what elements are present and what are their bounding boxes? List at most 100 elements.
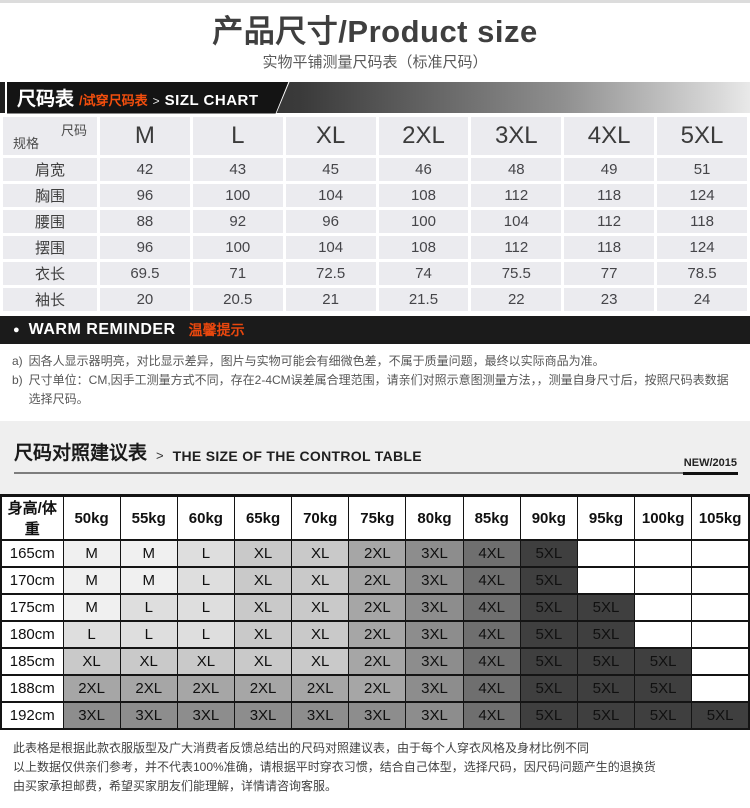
height-label: 188cm <box>0 674 64 703</box>
recommended-size-cell: 5XL <box>691 701 750 730</box>
recommended-size-cell: XL <box>119 647 178 676</box>
measurement-label: 摆围 <box>3 236 97 259</box>
recommended-size-cell: 3XL <box>233 701 293 730</box>
recommended-size-cell: XL <box>233 647 293 676</box>
match-table-row: 188cm 2XL 2XL 2XL 2XL 2XL 2XL 3XL 4XL 5XL 5XL 5XL <box>0 674 750 703</box>
recommended-size-cell: XL <box>233 566 293 595</box>
note-text: 因各人显示器明亮，对比显示差异，图片与实物可能会有细微色差，不属于质量问题，最终… <box>28 354 605 368</box>
measurement-value: 108 <box>378 236 469 259</box>
page-title: 产品尺寸/Product size <box>212 14 538 49</box>
size-table-header-row: 尺码 规格 M L XL 2XL 3XL 4XL 5XL <box>3 117 747 155</box>
measurement-value: 104 <box>285 236 376 259</box>
measurement-label: 衣长 <box>3 262 97 285</box>
weight-column-header: 90kg <box>519 494 578 541</box>
weight-column-header: 55kg <box>119 494 178 541</box>
height-label: 165cm <box>0 539 64 568</box>
recommended-size-cell: 2XL <box>348 620 407 649</box>
measurement-value: 22 <box>471 288 562 311</box>
recommended-size-cell: 2XL <box>62 674 121 703</box>
match-table-row: 170cm M M L XL XL 2XL 3XL 4XL 5XL <box>0 566 750 595</box>
recommended-size-cell: XL <box>291 620 350 649</box>
note-marker: b) <box>12 373 23 387</box>
measurement-value: 112 <box>471 184 562 207</box>
size-table-row: 摆围 96 100 104 108 112 118 124 <box>3 236 747 259</box>
recommended-size-cell: 3XL <box>348 701 407 730</box>
weight-column-header: 80kg <box>405 494 464 541</box>
size-chart-ribbon: 尺码表 /试穿尺码表 > SIZL CHART <box>0 82 750 113</box>
recommended-size-cell: 2XL <box>348 566 407 595</box>
measurement-value: 100 <box>192 184 283 207</box>
size-table-row: 袖长 20 20.5 21 21.5 22 23 24 <box>3 288 747 311</box>
recommended-size-cell: 5XL <box>576 674 636 703</box>
measurement-value: 71 <box>192 262 283 285</box>
size-column-header: 3XL <box>471 117 562 155</box>
measurement-value: 45 <box>285 158 376 181</box>
recommended-size-cell: 2XL <box>119 674 178 703</box>
measurement-value: 108 <box>378 184 469 207</box>
recommended-size-cell: 5XL <box>576 620 636 649</box>
bullet-icon: ● <box>13 324 20 336</box>
measurement-value: 124 <box>657 184 747 207</box>
recommended-size-cell: 2XL <box>348 593 407 622</box>
measurement-value: 92 <box>192 210 283 233</box>
recommended-size-cell: M <box>119 539 178 568</box>
recommended-size-cell: L <box>176 593 235 622</box>
measurement-value: 24 <box>657 288 747 311</box>
warm-reminder-bar: ● WARM REMINDER 温馨提示 <box>0 316 750 344</box>
recommended-size-cell: XL <box>233 620 293 649</box>
reminder-note: a) 因各人显示器明亮，对比显示差异，图片与实物可能会有细微色差，不属于质量问题，… <box>12 352 738 371</box>
match-table-row: 165cm M M L XL XL 2XL 3XL 4XL 5XL <box>0 539 750 568</box>
weight-column-header: 100kg <box>634 494 693 541</box>
measurement-value: 112 <box>564 210 655 233</box>
measurement-value: 21 <box>285 288 376 311</box>
recommended-size-cell: 5XL <box>519 647 578 676</box>
recommended-size-cell: M <box>62 539 121 568</box>
measurement-value: 118 <box>564 236 655 259</box>
measurement-value: 104 <box>285 184 376 207</box>
match-table-row: 175cm M L L XL XL 2XL 3XL 4XL 5XL 5XL <box>0 593 750 622</box>
recommended-size-cell: L <box>62 620 121 649</box>
measurement-value: 112 <box>471 236 562 259</box>
recommended-size-cell: 3XL <box>176 701 235 730</box>
recommended-size-cell: 5XL <box>519 701 578 730</box>
recommended-size-cell: 2XL <box>176 674 235 703</box>
recommended-size-cell: L <box>176 566 235 595</box>
weight-column-header: 50kg <box>62 494 121 541</box>
measurement-value: 21.5 <box>378 288 469 311</box>
empty-cell <box>691 593 750 622</box>
suggestion-title-cn: 尺码对照建议表 <box>14 443 148 464</box>
empty-cell <box>634 566 693 595</box>
size-column-header: 4XL <box>564 117 655 155</box>
empty-cell <box>691 539 750 568</box>
recommended-size-cell: 2XL <box>233 674 293 703</box>
ribbon-title-cn: 尺码表 <box>17 88 75 110</box>
ribbon-tag: 尺码表 /试穿尺码表 > SIZL CHART <box>5 80 291 116</box>
recommended-size-cell: 3XL <box>405 539 464 568</box>
footer-line: 由买家承担邮费，希望买家朋友们能理解，详情请咨询客服。 <box>13 779 338 793</box>
height-label: 180cm <box>0 620 64 649</box>
measurement-value: 100 <box>192 236 283 259</box>
size-table-row: 腰围 88 92 96 100 104 112 118 <box>3 210 747 233</box>
weight-column-header: 95kg <box>576 494 636 541</box>
recommended-size-cell: 3XL <box>405 620 464 649</box>
measurement-value: 75.5 <box>471 262 562 285</box>
recommended-size-cell: 5XL <box>576 701 636 730</box>
corner-label-spec: 规格 <box>13 136 40 151</box>
weight-column-header: 60kg <box>176 494 235 541</box>
height-label: 185cm <box>0 647 64 676</box>
recommended-size-cell: 4XL <box>462 674 521 703</box>
page-footer: 此表格是根据此款衣服版型及广大消费者反馈总结出的尺码对照建议表，由于每个人穿衣风… <box>0 730 750 808</box>
size-column-header: M <box>100 117 190 155</box>
recommended-size-cell: 3XL <box>405 674 464 703</box>
measurement-value: 20.5 <box>192 288 283 311</box>
measurement-label: 袖长 <box>3 288 97 311</box>
measurement-label: 胸围 <box>3 184 97 207</box>
empty-cell <box>691 620 750 649</box>
suggestion-chevron-icon: > <box>156 448 164 463</box>
size-column-header: L <box>192 117 283 155</box>
measurement-value: 51 <box>657 158 747 181</box>
measurement-value: 20 <box>100 288 190 311</box>
size-column-header: XL <box>285 117 376 155</box>
reminder-notes: a) 因各人显示器明亮，对比显示差异，图片与实物可能会有细微色差，不属于质量问题，… <box>0 344 750 418</box>
measurement-label: 肩宽 <box>3 158 97 181</box>
